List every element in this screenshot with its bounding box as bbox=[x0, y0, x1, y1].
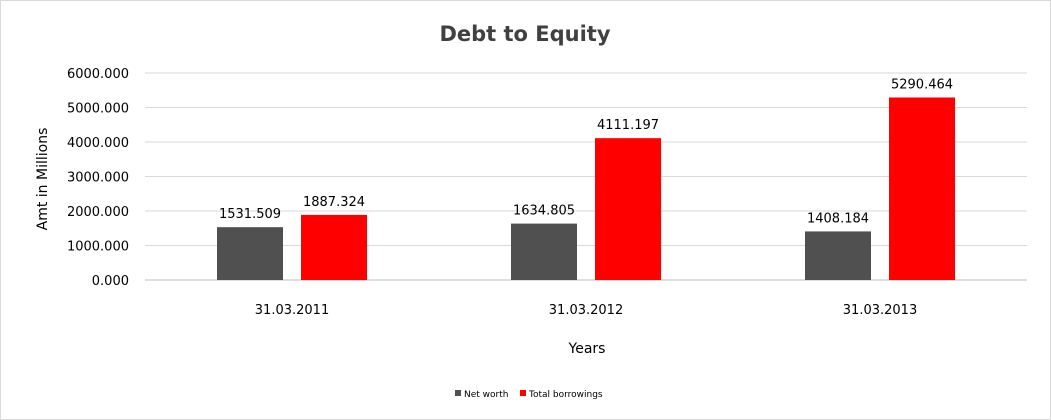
x-tick-label: 31.03.2013 bbox=[843, 303, 917, 318]
y-axis-title: Amt in Millions bbox=[35, 128, 51, 231]
legend: Net worth Total borrowings bbox=[455, 390, 603, 400]
x-axis-ticks: 31.03.2011 31.03.2012 31.03.2013 bbox=[255, 303, 917, 318]
x-tick-label: 31.03.2011 bbox=[255, 303, 329, 318]
data-label: 5290.464 bbox=[891, 77, 953, 92]
legend-swatch-net-worth bbox=[455, 390, 461, 396]
chart-title: Debt to Equity bbox=[439, 22, 610, 46]
data-labels: 1531.509 1887.324 1634.805 4111.197 1408.184… bbox=[219, 77, 953, 226]
x-axis-title: Years bbox=[568, 341, 606, 357]
data-label: 4111.197 bbox=[597, 118, 659, 133]
bar-net-worth bbox=[805, 231, 871, 280]
bar-total-borrowings bbox=[301, 214, 367, 280]
y-tick-label: 0.000 bbox=[92, 274, 129, 289]
data-label: 1887.324 bbox=[303, 195, 365, 210]
legend-swatch-total-borrowings bbox=[520, 390, 526, 396]
legend-label: Total borrowings bbox=[528, 390, 603, 400]
bar-net-worth bbox=[511, 223, 577, 280]
y-axis-ticks: 0.000 1000.000 2000.000 3000.000 4000.000 500… bbox=[67, 67, 129, 289]
y-tick-label: 4000.000 bbox=[67, 136, 129, 151]
y-tick-label: 6000.000 bbox=[67, 67, 129, 82]
y-tick-label: 5000.000 bbox=[67, 102, 129, 117]
x-tick-label: 31.03.2012 bbox=[549, 303, 623, 318]
data-label: 1634.805 bbox=[513, 204, 575, 219]
data-label: 1531.509 bbox=[219, 207, 281, 222]
gridlines bbox=[145, 72, 1027, 281]
legend-label: Net worth bbox=[464, 390, 508, 400]
bars bbox=[217, 97, 955, 280]
y-tick-label: 3000.000 bbox=[67, 171, 129, 186]
y-tick-label: 1000.000 bbox=[67, 240, 129, 255]
y-tick-label: 2000.000 bbox=[67, 205, 129, 220]
data-label: 1408.184 bbox=[807, 211, 869, 226]
bar-total-borrowings bbox=[595, 138, 661, 280]
bar-net-worth bbox=[217, 227, 283, 280]
bar-total-borrowings bbox=[889, 97, 955, 280]
